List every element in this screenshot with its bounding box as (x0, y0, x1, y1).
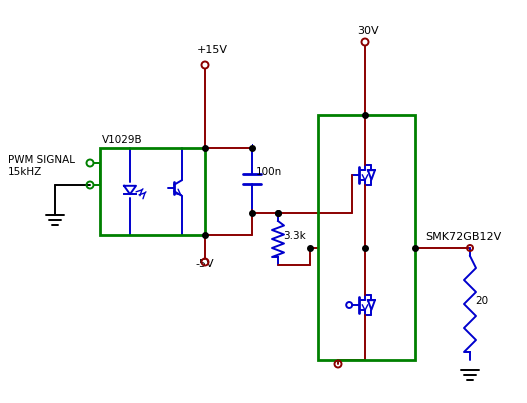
Text: 3.3k: 3.3k (283, 231, 306, 241)
Text: PWM SIGNAL
15kHZ: PWM SIGNAL 15kHZ (8, 155, 75, 177)
Text: SMK72GB12V: SMK72GB12V (425, 232, 501, 242)
Text: 30V: 30V (357, 26, 378, 36)
Text: V1029B: V1029B (102, 135, 143, 145)
Text: 100n: 100n (256, 167, 282, 177)
Text: 20: 20 (475, 296, 488, 306)
Bar (100, 148, 205, 235)
Text: +15V: +15V (197, 45, 228, 55)
Bar (318, 115, 415, 360)
Text: -5V: -5V (195, 259, 213, 269)
